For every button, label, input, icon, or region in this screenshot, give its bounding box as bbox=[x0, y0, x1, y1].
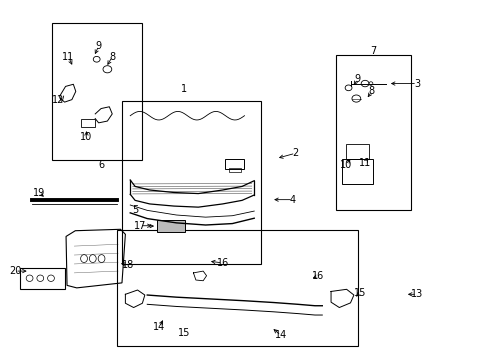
Text: 5: 5 bbox=[132, 205, 138, 215]
Text: 15: 15 bbox=[353, 288, 366, 297]
Text: 13: 13 bbox=[410, 289, 423, 299]
Bar bbox=[341, 158, 372, 184]
Bar bbox=[20, 268, 64, 289]
Text: 3: 3 bbox=[413, 78, 419, 89]
Text: 15: 15 bbox=[177, 328, 189, 338]
Text: 11: 11 bbox=[358, 158, 370, 168]
Text: 11: 11 bbox=[62, 52, 75, 62]
Bar bbox=[122, 102, 260, 264]
Text: 4: 4 bbox=[289, 195, 296, 204]
Text: 12: 12 bbox=[52, 95, 64, 105]
Bar bbox=[157, 220, 185, 232]
Text: 7: 7 bbox=[369, 46, 376, 57]
Text: 10: 10 bbox=[80, 132, 92, 142]
Text: 2: 2 bbox=[292, 148, 298, 158]
Text: 10: 10 bbox=[339, 159, 351, 170]
Text: 9: 9 bbox=[95, 41, 102, 51]
Bar bbox=[81, 119, 95, 127]
Text: 8: 8 bbox=[368, 86, 374, 96]
Text: 16: 16 bbox=[216, 258, 228, 268]
Text: 6: 6 bbox=[98, 159, 104, 170]
Text: 17: 17 bbox=[134, 221, 146, 231]
Text: 9: 9 bbox=[353, 74, 360, 84]
Text: 19: 19 bbox=[33, 188, 45, 198]
Bar bbox=[52, 23, 142, 160]
Text: 14: 14 bbox=[153, 322, 165, 332]
Text: 18: 18 bbox=[122, 260, 134, 270]
Text: 1: 1 bbox=[180, 84, 186, 94]
Text: 14: 14 bbox=[274, 330, 286, 341]
Bar bbox=[335, 55, 410, 210]
Text: 20: 20 bbox=[9, 266, 21, 276]
Text: 16: 16 bbox=[312, 271, 324, 281]
Text: 8: 8 bbox=[109, 52, 115, 62]
Bar bbox=[117, 230, 357, 346]
Bar bbox=[224, 159, 244, 169]
Bar bbox=[345, 144, 368, 158]
Bar bbox=[228, 168, 241, 172]
